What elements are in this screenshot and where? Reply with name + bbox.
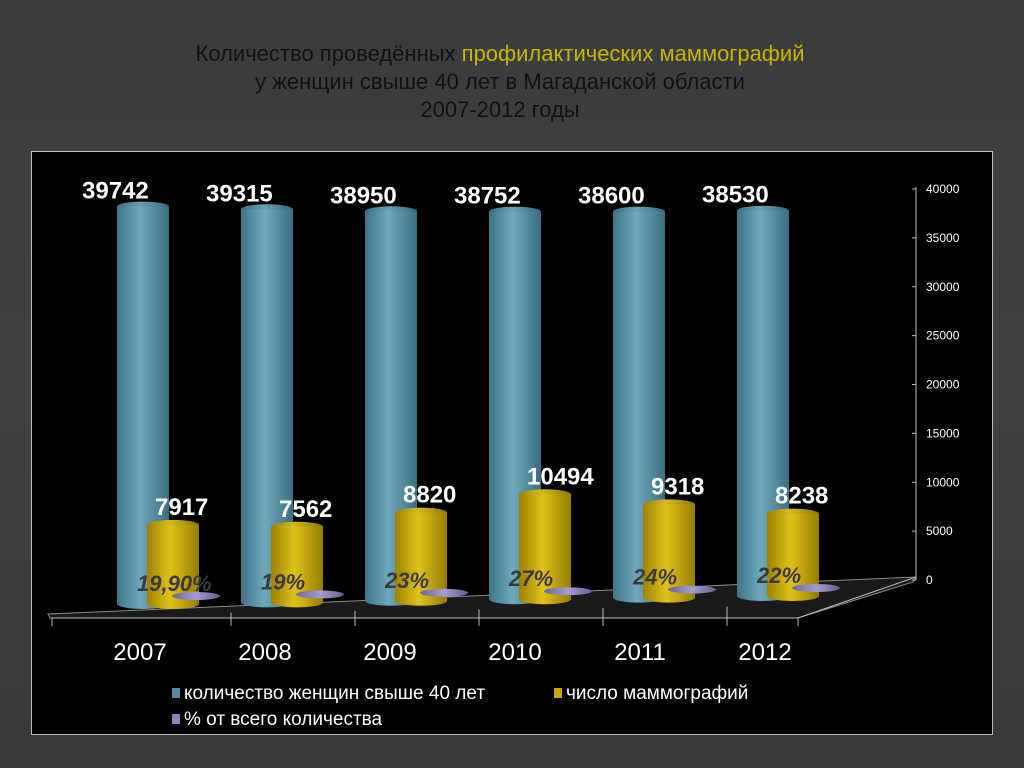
bar-percent-2012 (792, 584, 840, 592)
label-percent-2010: 27% (508, 566, 553, 591)
legend-percent-label: % от всего количества (184, 709, 383, 730)
y-tick-label: 0 (926, 573, 933, 587)
label-mammo-2009: 8820 (403, 482, 456, 509)
x-tick-2012: 2012 (738, 639, 791, 666)
bar-women-2008 (241, 204, 293, 608)
label-women-2012: 38530 (702, 182, 769, 209)
bar-mammo-2008-body (271, 526, 323, 608)
bar-mammo-2009 (395, 507, 447, 606)
bar-percent-2008 (296, 590, 344, 599)
label-mammo-2008: 7562 (279, 496, 332, 523)
legend-mammo: число маммографий (554, 683, 748, 704)
title-highlight: профилактических маммографий (461, 41, 805, 66)
bar-mammo-2007-top (147, 519, 199, 530)
bar-women-2009-top (365, 206, 417, 217)
bar-mammo-2011-top (643, 499, 695, 510)
bar-women-2012-body (737, 210, 789, 601)
label-women-2010: 38752 (454, 183, 521, 210)
bar-mammo-2010-top (519, 489, 571, 500)
bar-women-2008-body (241, 209, 293, 608)
label-percent-2012: 22% (756, 563, 801, 588)
legend-percent-swatch (172, 714, 180, 724)
bar-mammo-2012-body (767, 513, 819, 601)
label-women-2009: 38950 (330, 182, 397, 209)
bar-mammo-2008 (271, 521, 323, 608)
value-labels-layer: 39742 7917 19,90% 39315 7562 19% 38950 8820 23% 3… (82, 178, 828, 596)
y-tick-label: 10000 (926, 475, 960, 489)
y-tick-label: 40000 (926, 182, 960, 196)
label-mammo-2010: 10494 (527, 463, 594, 490)
legend-percent: % от всего количества (172, 709, 383, 730)
y-tick-label: 5000 (926, 524, 953, 538)
bar-women-2007 (117, 201, 169, 609)
bar-mammo-2011-body (643, 504, 695, 603)
legend-women-label: количество женщин свыше 40 лет (184, 683, 485, 704)
x-tick-2010: 2010 (488, 639, 541, 666)
bar-mammo-2010 (519, 489, 571, 605)
label-mammo-2012: 8238 (775, 483, 828, 510)
bar-mammo-2012 (767, 508, 819, 601)
label-percent-2008: 19% (261, 569, 305, 594)
y-axis: 0 5000 10000 15000 20000 25000 30000 35000 40000 (912, 182, 960, 587)
x-tick-2008: 2008 (238, 639, 291, 666)
legend-women-swatch (172, 688, 180, 698)
label-percent-2011: 24% (632, 565, 677, 590)
label-women-2008: 39315 (206, 180, 273, 207)
bar-women-2007-body (117, 206, 169, 609)
bar-women-2012 (737, 205, 789, 601)
y-tick-label: 35000 (926, 231, 960, 245)
y-tick-label: 25000 (926, 329, 960, 343)
title-line-1: Количество проведённых профилактических … (0, 40, 1000, 68)
bars-layer (117, 201, 840, 609)
y-tick-label: 30000 (926, 280, 960, 294)
bar-women-2010-top (489, 206, 541, 217)
x-tick-2011: 2011 (614, 639, 666, 666)
label-women-2011: 38600 (578, 183, 645, 210)
bar-mammo-2009-top (395, 507, 447, 518)
floor-edge-right (797, 576, 917, 619)
bar-mammo-2008-top (271, 521, 323, 532)
label-percent-2007: 19,90% (137, 571, 212, 596)
x-tick-2007: 2007 (113, 639, 166, 666)
bar-women-2009 (365, 206, 417, 606)
label-mammo-2011: 9318 (651, 473, 704, 500)
bar-women-2007-top (117, 201, 169, 212)
bar-percent-2011 (668, 585, 716, 594)
legend-women: количество женщин свыше 40 лет (172, 683, 485, 704)
chart-title: Количество проведённых профилактических … (0, 40, 1000, 124)
bar-percent-2010 (544, 587, 592, 596)
bar-mammo-2010-body (519, 494, 571, 605)
bar-mammo-2012-top (767, 508, 819, 519)
bar-mammo-2007-body (147, 524, 199, 609)
x-axis: 2007 2008 2009 2010 2011 2012 (113, 606, 792, 666)
bar-women-2008-top (241, 204, 293, 215)
label-mammo-2007: 7917 (155, 494, 208, 521)
legend: количество женщин свыше 40 лет число мамм… (172, 683, 748, 730)
label-percent-2009: 23% (384, 568, 429, 593)
bar-women-2012-top (737, 205, 789, 216)
legend-mammo-label: число маммографий (566, 683, 748, 704)
bar-percent-2007 (172, 592, 220, 600)
chart-svg: 39742 7917 19,90% 39315 7562 19% 38950 8820 23% 3… (47, 178, 960, 730)
title-prefix: Количество проведённых (195, 41, 462, 66)
bar-mammo-2009-body (395, 512, 447, 606)
bar-mammo-2011 (643, 499, 695, 603)
bar-women-2009-body (365, 211, 417, 606)
legend-mammo-swatch (554, 688, 562, 698)
title-line-2: у женщин свыше 40 лет в Магаданской обла… (255, 69, 745, 94)
chart-area: 39742 7917 19,90% 39315 7562 19% 38950 8820 23% 3… (31, 151, 993, 735)
bar-mammo-2007 (147, 519, 199, 609)
y-tick-label: 20000 (926, 378, 960, 392)
x-tick-2009: 2009 (363, 639, 416, 666)
y-tick-label: 15000 (926, 426, 960, 440)
title-line-3: 2007-2012 годы (420, 97, 580, 122)
bar-women-2011-top (613, 206, 665, 217)
label-women-2007: 39742 (82, 178, 149, 205)
bar-percent-2009 (420, 588, 468, 597)
